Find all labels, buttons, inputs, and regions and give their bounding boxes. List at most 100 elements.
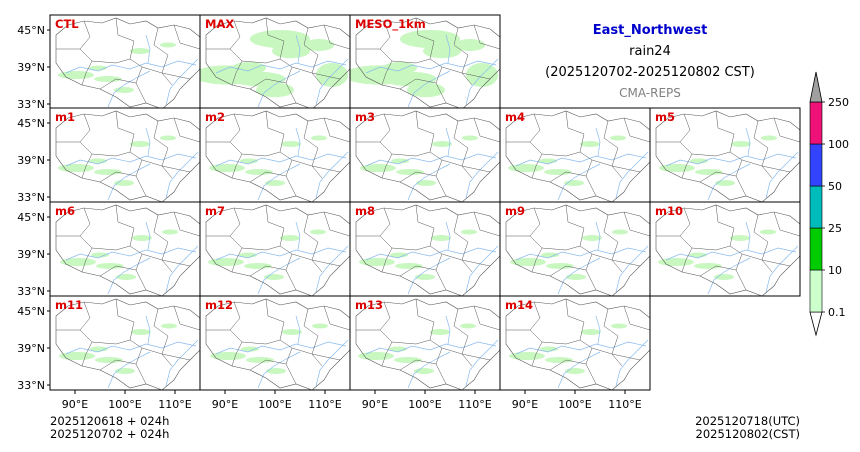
map-panel-ctl: CTL xyxy=(49,14,201,110)
rain-area xyxy=(430,329,450,335)
panel-label: m3 xyxy=(355,110,375,124)
region-border xyxy=(55,110,200,202)
river-line xyxy=(465,151,499,199)
panel-label: m7 xyxy=(205,204,225,218)
rain-area xyxy=(566,274,586,280)
river-line xyxy=(315,245,349,293)
lat-tick-label: 39°N xyxy=(17,61,45,74)
river-line xyxy=(165,58,199,106)
colorbar-label: 100 xyxy=(828,138,849,151)
river-line xyxy=(407,351,451,389)
river-line xyxy=(615,339,649,387)
rain-area xyxy=(714,274,734,280)
province-border xyxy=(379,301,393,367)
river-line xyxy=(215,341,347,355)
rain-area xyxy=(94,169,122,175)
rain-area xyxy=(114,180,134,186)
province-border xyxy=(691,245,731,251)
province-border xyxy=(441,159,491,173)
province-border xyxy=(623,117,650,143)
river-line xyxy=(215,153,347,167)
province-border xyxy=(549,265,587,277)
lon-tick-label: 110°E xyxy=(308,398,341,411)
province-border xyxy=(91,245,131,251)
province-border xyxy=(79,113,93,179)
rain-area xyxy=(731,141,751,147)
rain-area xyxy=(303,39,335,51)
rain-area xyxy=(390,252,408,258)
river-line xyxy=(515,153,647,167)
river-line xyxy=(365,247,497,261)
province-border xyxy=(691,151,731,157)
province-border xyxy=(591,159,641,173)
province-border xyxy=(91,58,131,64)
river-line xyxy=(107,351,151,389)
rain-area xyxy=(310,229,326,235)
rain-area xyxy=(130,141,150,147)
province-border xyxy=(773,211,800,237)
lat-tick-label: 33°N xyxy=(17,191,45,204)
rain-area xyxy=(760,229,776,235)
lat-tick-label: 45°N xyxy=(17,211,45,224)
province-border xyxy=(99,171,137,183)
province-border xyxy=(473,117,500,143)
rain-area xyxy=(383,71,437,87)
rain-area xyxy=(582,235,602,241)
rain-area xyxy=(400,30,460,48)
rain-area xyxy=(162,229,178,235)
panel-label: m8 xyxy=(355,204,375,218)
river-line xyxy=(65,341,197,355)
rain-area xyxy=(431,235,451,241)
province-border xyxy=(391,339,431,345)
province-border xyxy=(441,347,491,361)
river-line xyxy=(145,34,151,64)
province-border xyxy=(441,66,491,80)
province-border xyxy=(323,24,350,50)
map-panel-meso-1km: MESO_1km xyxy=(349,14,501,110)
province-border xyxy=(473,305,500,331)
province-border xyxy=(623,211,650,237)
rain-area xyxy=(116,274,136,280)
rain-area xyxy=(581,329,601,335)
river-line xyxy=(707,163,751,201)
lat-tick-label: 33°N xyxy=(17,285,45,298)
province-border xyxy=(549,171,587,183)
province-border xyxy=(291,66,341,80)
rain-area xyxy=(610,135,626,141)
rain-area xyxy=(407,82,445,98)
province-border xyxy=(473,211,500,237)
river-line xyxy=(557,163,601,201)
rain-area xyxy=(396,169,424,175)
rain-area xyxy=(690,158,708,164)
province-border xyxy=(753,120,773,179)
region-border xyxy=(55,17,200,109)
province-border xyxy=(541,151,581,157)
rain-area xyxy=(160,135,176,141)
lat-tick-label: 39°N xyxy=(17,248,45,261)
rain-area xyxy=(391,158,409,164)
river-line xyxy=(257,70,301,108)
river-line xyxy=(595,221,601,251)
province-border xyxy=(453,308,473,367)
rain-area xyxy=(240,158,258,164)
rain-area xyxy=(96,263,124,269)
lon-tick-label: 90°E xyxy=(212,398,238,411)
province-border xyxy=(303,214,323,273)
panel-label: m14 xyxy=(505,298,533,312)
region-border xyxy=(355,204,500,296)
province-border xyxy=(391,58,431,64)
province-border xyxy=(603,214,623,273)
rain-area xyxy=(231,62,267,74)
river-line xyxy=(107,70,151,108)
province-border xyxy=(379,113,393,179)
river-line xyxy=(615,245,649,293)
province-border xyxy=(679,113,693,179)
colorbar-segment xyxy=(809,185,823,229)
river-line xyxy=(145,315,151,345)
province-border xyxy=(249,265,287,277)
river-line xyxy=(765,151,799,199)
lon-tick-label: 110°E xyxy=(158,398,191,411)
province-border xyxy=(303,120,323,179)
init-time-line2: 2025120702 + 024h xyxy=(50,427,170,441)
